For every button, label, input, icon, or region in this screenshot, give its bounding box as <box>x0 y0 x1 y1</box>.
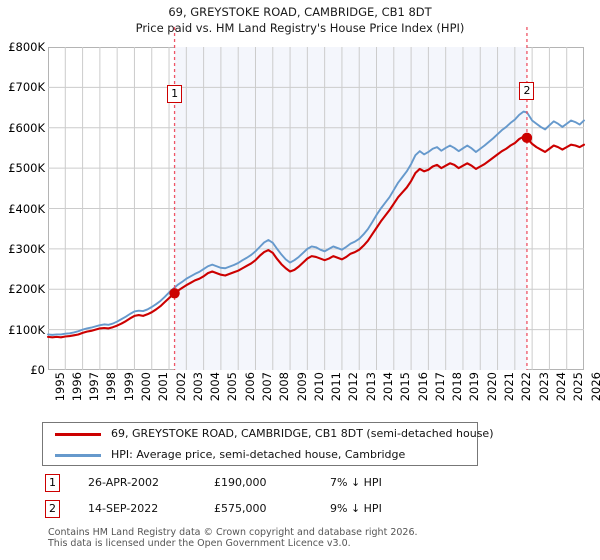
legend-item-price-paid: 69, GREYSTOKE ROAD, CAMBRIDGE, CB1 8DT (… <box>43 423 493 445</box>
table-row[interactable]: 2 14-SEP-2022 £575,000 9% ↓ HPI <box>42 498 462 524</box>
sale-hpi-delta: 7% ↓ HPI <box>330 476 382 489</box>
x-axis-tick-label: 2014 <box>381 372 396 402</box>
x-axis-tick-label: 2021 <box>502 372 517 402</box>
x-axis-tick-label: 2000 <box>138 372 153 402</box>
sale-price: £575,000 <box>214 502 267 515</box>
x-axis-tick-label: 1998 <box>104 372 119 402</box>
y-axis-tick-label: £500K <box>8 161 45 176</box>
sale-hpi-delta: 9% ↓ HPI <box>330 502 382 515</box>
y-axis: £0 £100K £200K £300K £400K £500K £600K £700K £80… <box>0 40 48 377</box>
sale-date: 26-APR-2002 <box>88 476 160 489</box>
title-line-2: Price paid vs. HM Land Registry's House … <box>135 21 465 35</box>
page-title: 69, GREYSTOKE ROAD, CAMBRIDGE, CB1 8DT P… <box>0 4 600 36</box>
y-axis-tick-label: £0 <box>30 363 45 377</box>
x-axis-tick-label: 2019 <box>467 372 482 402</box>
x-axis-tick-label: 2009 <box>294 372 309 402</box>
legend-item-hpi: HPI: Average price, semi-detached house,… <box>43 444 477 466</box>
y-axis-tick-label: £700K <box>8 80 45 95</box>
series-price-paid <box>46 135 586 339</box>
legend-swatch-price-paid <box>55 433 101 436</box>
x-axis-tick-label: 2001 <box>156 372 171 402</box>
sale-marker-1[interactable]: 1 <box>167 85 183 103</box>
x-axis-tick-label: 2011 <box>329 372 344 402</box>
legend-label-hpi: HPI: Average price, semi-detached house,… <box>111 448 406 461</box>
x-axis-tick-label: 2003 <box>190 372 205 402</box>
x-axis-tick-label: 2006 <box>242 372 257 402</box>
x-axis-tick-label: 2018 <box>450 372 465 402</box>
price-history-line-chart <box>46 27 586 370</box>
x-axis-tick-label: 1995 <box>52 372 67 402</box>
sale-index-badge: 2 <box>45 500 60 518</box>
x-axis-tick-label: 2004 <box>208 372 223 402</box>
sale-marker-2[interactable]: 2 <box>519 82 535 100</box>
sale-point-2[interactable] <box>521 132 533 144</box>
series-hpi <box>47 110 585 336</box>
table-row[interactable]: 1 26-APR-2002 £190,000 7% ↓ HPI <box>42 472 462 498</box>
y-axis-tick-label: £400K <box>8 201 45 216</box>
x-axis: 1995 1996 1997 1998 1999 2000 2001 2002 2003 2004… <box>48 372 600 418</box>
sale-date: 14-SEP-2022 <box>88 502 159 515</box>
x-axis-tick-label: 2015 <box>398 372 413 402</box>
footer-line-1: Contains HM Land Registry data © Crown c… <box>48 527 418 538</box>
y-axis-tick-label: £100K <box>8 322 45 337</box>
x-axis-tick-label: 2023 <box>536 372 551 402</box>
x-axis-tick-label: 2013 <box>363 372 378 402</box>
x-axis-tick-label: 2016 <box>415 372 430 402</box>
x-axis-tick-label: 2025 <box>571 372 586 402</box>
y-axis-tick-label: £300K <box>8 241 45 256</box>
x-axis-tick-label: 2005 <box>225 372 240 402</box>
x-axis-tick-label: 2002 <box>173 372 188 402</box>
x-axis-tick-label: 2022 <box>519 372 534 402</box>
title-line-1: 69, GREYSTOKE ROAD, CAMBRIDGE, CB1 8DT <box>168 5 432 19</box>
chart-plot-area <box>46 27 586 370</box>
legend-swatch-hpi <box>55 454 101 457</box>
x-axis-tick-label: 1997 <box>87 372 102 402</box>
sale-index-badge: 1 <box>45 474 60 492</box>
chart-legend: 69, GREYSTOKE ROAD, CAMBRIDGE, CB1 8DT (… <box>42 422 493 466</box>
sale-point-1[interactable] <box>169 288 180 299</box>
x-axis-tick-label: 1999 <box>121 372 136 402</box>
x-axis-tick-label: 2020 <box>484 372 499 402</box>
legend-label-price-paid: 69, GREYSTOKE ROAD, CAMBRIDGE, CB1 8DT (… <box>111 427 494 440</box>
y-axis-tick-label: £200K <box>8 282 45 297</box>
x-axis-tick-label: 1996 <box>69 372 84 402</box>
y-axis-tick-label: £600K <box>8 120 45 135</box>
y-axis-tick-label: £800K <box>8 40 45 54</box>
footer-line-2: This data is licensed under the Open Gov… <box>48 538 351 549</box>
x-axis-tick-label: 2026 <box>588 372 600 402</box>
footer-attribution: Contains HM Land Registry data © Crown c… <box>48 527 588 549</box>
x-axis-tick-label: 2007 <box>259 372 274 402</box>
x-axis-tick-label: 2017 <box>432 372 447 402</box>
x-axis-tick-label: 2010 <box>311 372 326 402</box>
x-axis-tick-label: 2024 <box>553 372 568 402</box>
x-axis-tick-label: 2008 <box>277 372 292 402</box>
x-axis-tick-label: 2012 <box>346 372 361 402</box>
sale-price: £190,000 <box>214 476 267 489</box>
sales-table: 1 26-APR-2002 £190,000 7% ↓ HPI 2 14-SEP… <box>42 472 462 524</box>
